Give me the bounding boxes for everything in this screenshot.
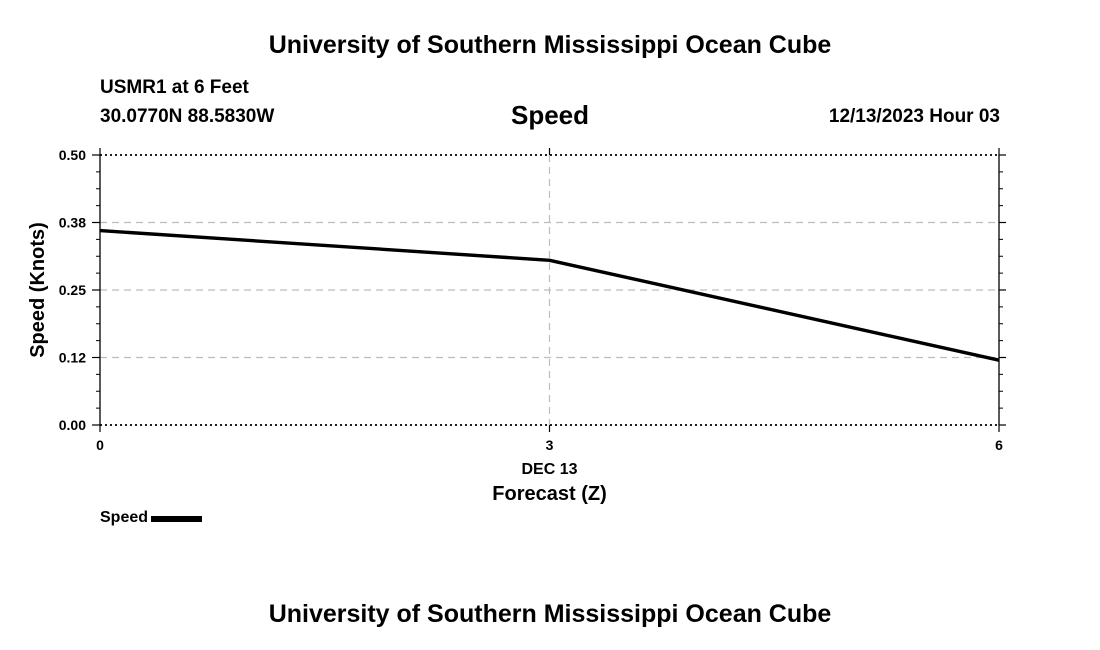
footer-title: University of Southern Mississippi Ocean… [268, 600, 832, 628]
x-tick-label: 0 [96, 437, 104, 453]
y-tick-label: 0.38 [59, 215, 86, 231]
legend-label: Speed [100, 509, 149, 526]
y-axis-label: Speed (Knots) [27, 222, 49, 358]
x-tick-label: 6 [995, 437, 1003, 453]
chart-legend: Speed [100, 509, 203, 527]
y-tick-label: 0.12 [59, 350, 86, 366]
y-tick-label: 0.00 [59, 417, 86, 433]
station-label: USMR1 at 6 Feet [100, 77, 249, 98]
x-axis-label: Forecast (Z) [492, 483, 606, 505]
page-title: University of Southern Mississippi Ocean… [268, 31, 832, 59]
forecast-datetime: 12/13/2023 Hour 03 [828, 106, 1000, 127]
legend-swatch [151, 516, 203, 522]
x-date-label: DEC 13 [521, 461, 577, 478]
x-tick-label: 3 [546, 437, 554, 453]
y-tick-label: 0.50 [59, 147, 86, 163]
y-tick-label: 0.25 [59, 282, 86, 298]
station-coordinates: 30.0770N 88.5830W [100, 106, 275, 127]
chart-title: Speed [510, 100, 590, 130]
